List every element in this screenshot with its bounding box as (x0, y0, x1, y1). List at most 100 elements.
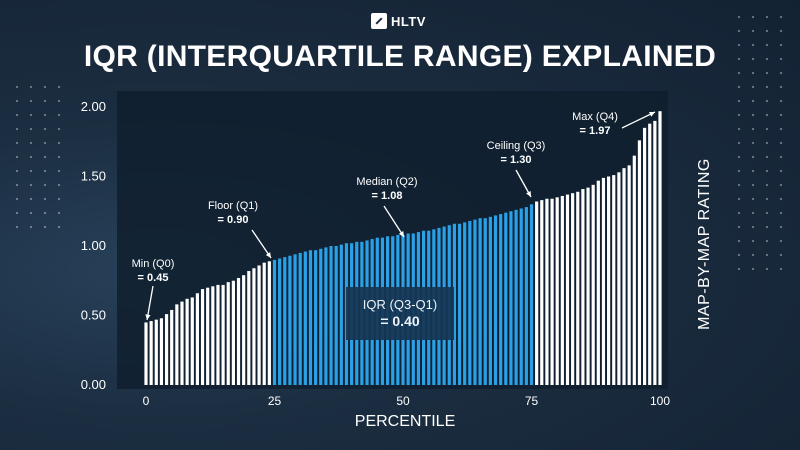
bar (560, 195, 564, 385)
bar (272, 259, 277, 385)
bar (252, 268, 256, 385)
bar (308, 250, 313, 385)
bar (473, 219, 477, 385)
bar (457, 223, 462, 385)
bar (581, 189, 585, 385)
max-annotation: Max (Q4) = 1.97 (560, 110, 630, 138)
max-value: = 1.97 (579, 125, 611, 137)
ceiling-value: = 1.30 (500, 154, 532, 166)
bar (571, 193, 575, 385)
hltv-logo: HLTV (371, 13, 426, 29)
bar (288, 255, 292, 385)
bar (540, 200, 544, 385)
bar (452, 223, 456, 385)
bar (591, 184, 595, 385)
iqr-value: = 0.40 (380, 313, 420, 329)
median-value: = 1.08 (371, 190, 403, 202)
x-tick-label: 50 (396, 394, 410, 408)
bar (159, 318, 164, 385)
bar (185, 298, 189, 385)
bar (231, 280, 235, 385)
decorative-dots-left (10, 80, 70, 240)
bar (653, 120, 657, 386)
bar (483, 218, 487, 385)
bar (493, 215, 498, 385)
bar (607, 176, 611, 385)
bar (298, 252, 302, 385)
bar (612, 175, 616, 385)
bar (488, 216, 492, 385)
y-tick-label: 2.00 (81, 99, 106, 114)
bar (206, 287, 210, 385)
bar (617, 172, 621, 385)
bar (278, 258, 282, 385)
bar (200, 289, 205, 385)
bar (463, 222, 467, 385)
decorative-dots-right (732, 10, 792, 270)
bar (283, 257, 287, 385)
y-tick-label: 0.50 (81, 308, 106, 323)
bar (550, 198, 554, 385)
bar (499, 214, 503, 385)
bar (180, 301, 184, 385)
bar (216, 284, 220, 385)
bar (632, 155, 636, 385)
bar (519, 208, 523, 385)
bar (535, 201, 539, 385)
max-arrow-head (649, 112, 655, 117)
floor-arrow-head (265, 252, 271, 258)
bar (586, 187, 590, 385)
ceiling-arrow-head (526, 191, 531, 197)
bar (262, 262, 266, 385)
bar (545, 198, 549, 385)
x-tick-label: 75 (525, 394, 539, 408)
bar (144, 322, 148, 385)
min-arrow (146, 285, 154, 321)
bar (637, 140, 642, 385)
bar (211, 286, 215, 385)
median-arrow-head (398, 231, 404, 237)
bar (324, 247, 328, 385)
page-title: IQR (INTERQUARTILE RANGE) EXPLAINED (83, 40, 717, 73)
bar (576, 191, 580, 385)
min-annotation: Min (Q0) = 0.45 (128, 257, 178, 285)
bar (529, 204, 534, 385)
bar (267, 261, 271, 385)
min-label: Min (Q0) (131, 258, 175, 270)
max-arrow (621, 111, 656, 129)
bar (601, 177, 606, 385)
bar (247, 271, 251, 385)
bar (175, 304, 179, 385)
bar (164, 314, 169, 385)
bar (504, 212, 508, 385)
bar (468, 220, 472, 385)
y-axis-label: MAP-BY-MAP RATING (696, 158, 713, 330)
hltv-logo-icon (371, 13, 387, 29)
floor-arrow (251, 229, 272, 259)
ceiling-annotation: Ceiling (Q3) = 1.30 (476, 139, 556, 167)
bar (236, 277, 241, 385)
bar (170, 309, 174, 385)
bar (627, 165, 631, 385)
iqr-label: IQR (Q3-Q1) (362, 297, 438, 312)
y-tick-label: 0.00 (81, 377, 106, 392)
bar (596, 180, 600, 385)
bar (622, 168, 626, 385)
min-value: = 0.45 (137, 272, 169, 284)
bar (339, 244, 343, 385)
x-tick-label: 25 (268, 394, 282, 408)
median-arrow (383, 205, 405, 238)
floor-annotation: Floor (Q1) = 0.90 (203, 199, 263, 227)
bar (221, 284, 225, 385)
bar (257, 265, 261, 385)
bar (226, 282, 230, 385)
bar (658, 111, 662, 386)
bar (314, 250, 318, 385)
bar (293, 254, 297, 385)
bar (329, 246, 333, 385)
bar (514, 209, 518, 385)
bar (303, 251, 307, 385)
median-annotation: Median (Q2) = 1.08 (347, 175, 427, 203)
bar (555, 197, 559, 385)
